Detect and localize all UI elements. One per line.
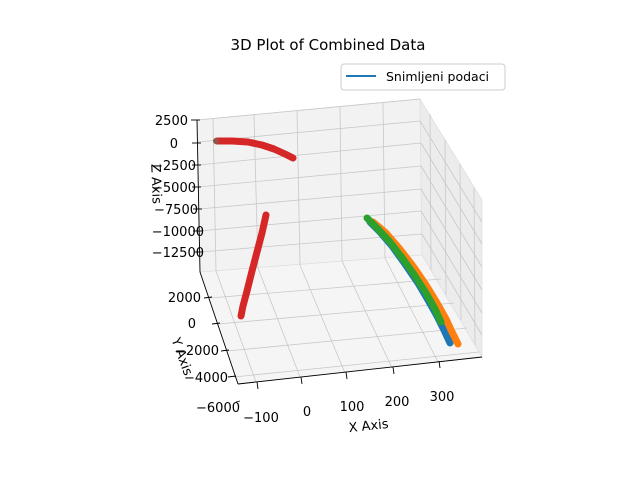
x-tick-mark	[345, 371, 348, 380]
x-tick-label: 100	[340, 400, 365, 415]
y-tick-mark	[203, 296, 213, 299]
y-tick-mark	[227, 375, 237, 378]
series-red-upper	[213, 137, 297, 162]
x-tick-label: 0	[303, 405, 311, 420]
z-axis-label: Z Axis	[147, 164, 163, 205]
x-tick-label: 300	[430, 390, 455, 405]
data-series	[213, 137, 462, 348]
chart-title: 3D Plot of Combined Data	[231, 36, 426, 54]
y-ticks: 2000 0 −2000 −4000 −6000	[168, 291, 241, 416]
y-axis-line	[199, 271, 239, 385]
x-tick-mark	[256, 381, 259, 390]
z-tick-label: −5000	[152, 181, 196, 196]
y-tick-label: −2000	[175, 344, 219, 359]
y-tick-label: 0	[188, 317, 196, 332]
y-tick-mark	[235, 400, 241, 403]
legend: Snimljeni podaci	[340, 63, 506, 91]
z-tick-label: −12500	[152, 246, 204, 261]
z-tick-label: −10000	[152, 225, 204, 240]
z-tick-label: 2500	[155, 114, 188, 129]
z-ticks: 2500 0 −2500 −5000 −7500 −10000 −12500	[152, 114, 204, 261]
x-tick-label: −100	[243, 411, 279, 426]
x-tick-mark	[392, 366, 395, 375]
y-tick-label: −4000	[184, 371, 228, 386]
y-tick-mark	[211, 322, 221, 325]
axis-lines	[196, 119, 483, 385]
series-red-upper-start	[213, 138, 219, 144]
series-red-lower	[237, 211, 270, 320]
x-tick-label: 200	[385, 395, 410, 410]
x-axis-line	[237, 356, 483, 385]
z-tick-label: −2500	[152, 159, 196, 174]
legend-label: Snimljeni podaci	[386, 69, 489, 84]
y-tick-mark	[220, 349, 230, 352]
legend-box	[340, 63, 506, 91]
x-ticks: −100 0 100 200 300	[243, 360, 455, 426]
z-axis-line	[196, 119, 201, 273]
x-axis-label: X Axis	[348, 417, 390, 436]
y-tick-label: −6000	[196, 401, 240, 416]
x-tick-mark	[300, 376, 303, 385]
z-tick-label: −7500	[154, 203, 198, 218]
y-tick-label: 2000	[168, 291, 201, 306]
x-tick-mark	[438, 360, 441, 369]
z-tick-label: 0	[170, 137, 178, 152]
series-green	[363, 214, 445, 326]
